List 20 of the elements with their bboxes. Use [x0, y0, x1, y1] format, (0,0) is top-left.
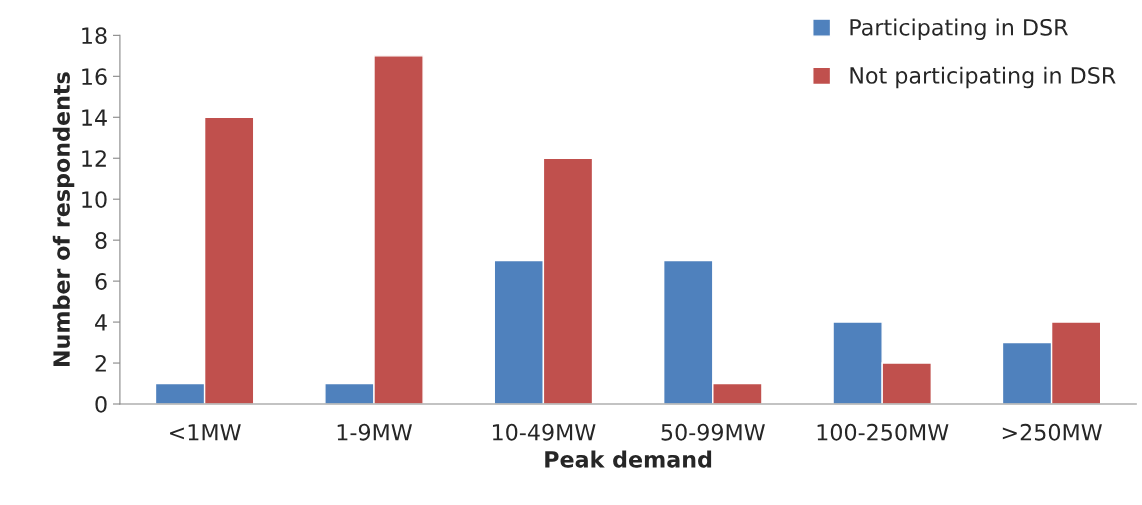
- legend-label: Not participating in DSR: [850, 66, 1116, 89]
- y-tick-label: 10: [82, 191, 107, 208]
- legend-label: Participating in DSR: [850, 18, 1068, 40]
- x-axis-title: Peak demand: [545, 450, 712, 468]
- y-tick-label: 4: [95, 314, 107, 331]
- y-tick-label: 14: [82, 109, 107, 126]
- y-axis-title: Number of respondents: [52, 72, 75, 367]
- y-tick-label: 12: [82, 150, 106, 167]
- y-tick-label: 2: [95, 354, 106, 372]
- y-tick-label: 6: [95, 273, 107, 290]
- y-tick-label: 0: [95, 395, 107, 413]
- x-tick-label: 1-9MW: [337, 423, 412, 441]
- x-tick-label: <1MW: [170, 424, 241, 441]
- x-tick-label: 50-99MW: [661, 423, 765, 441]
- y-tick-label: 8: [95, 232, 107, 249]
- y-tick-label: 16: [82, 68, 107, 86]
- x-tick-label: 100-250MW: [817, 423, 949, 441]
- x-tick-label: 10-49MW: [492, 423, 596, 441]
- x-tick-label: >250MW: [1002, 423, 1102, 441]
- y-tick-label: 18: [82, 27, 107, 45]
